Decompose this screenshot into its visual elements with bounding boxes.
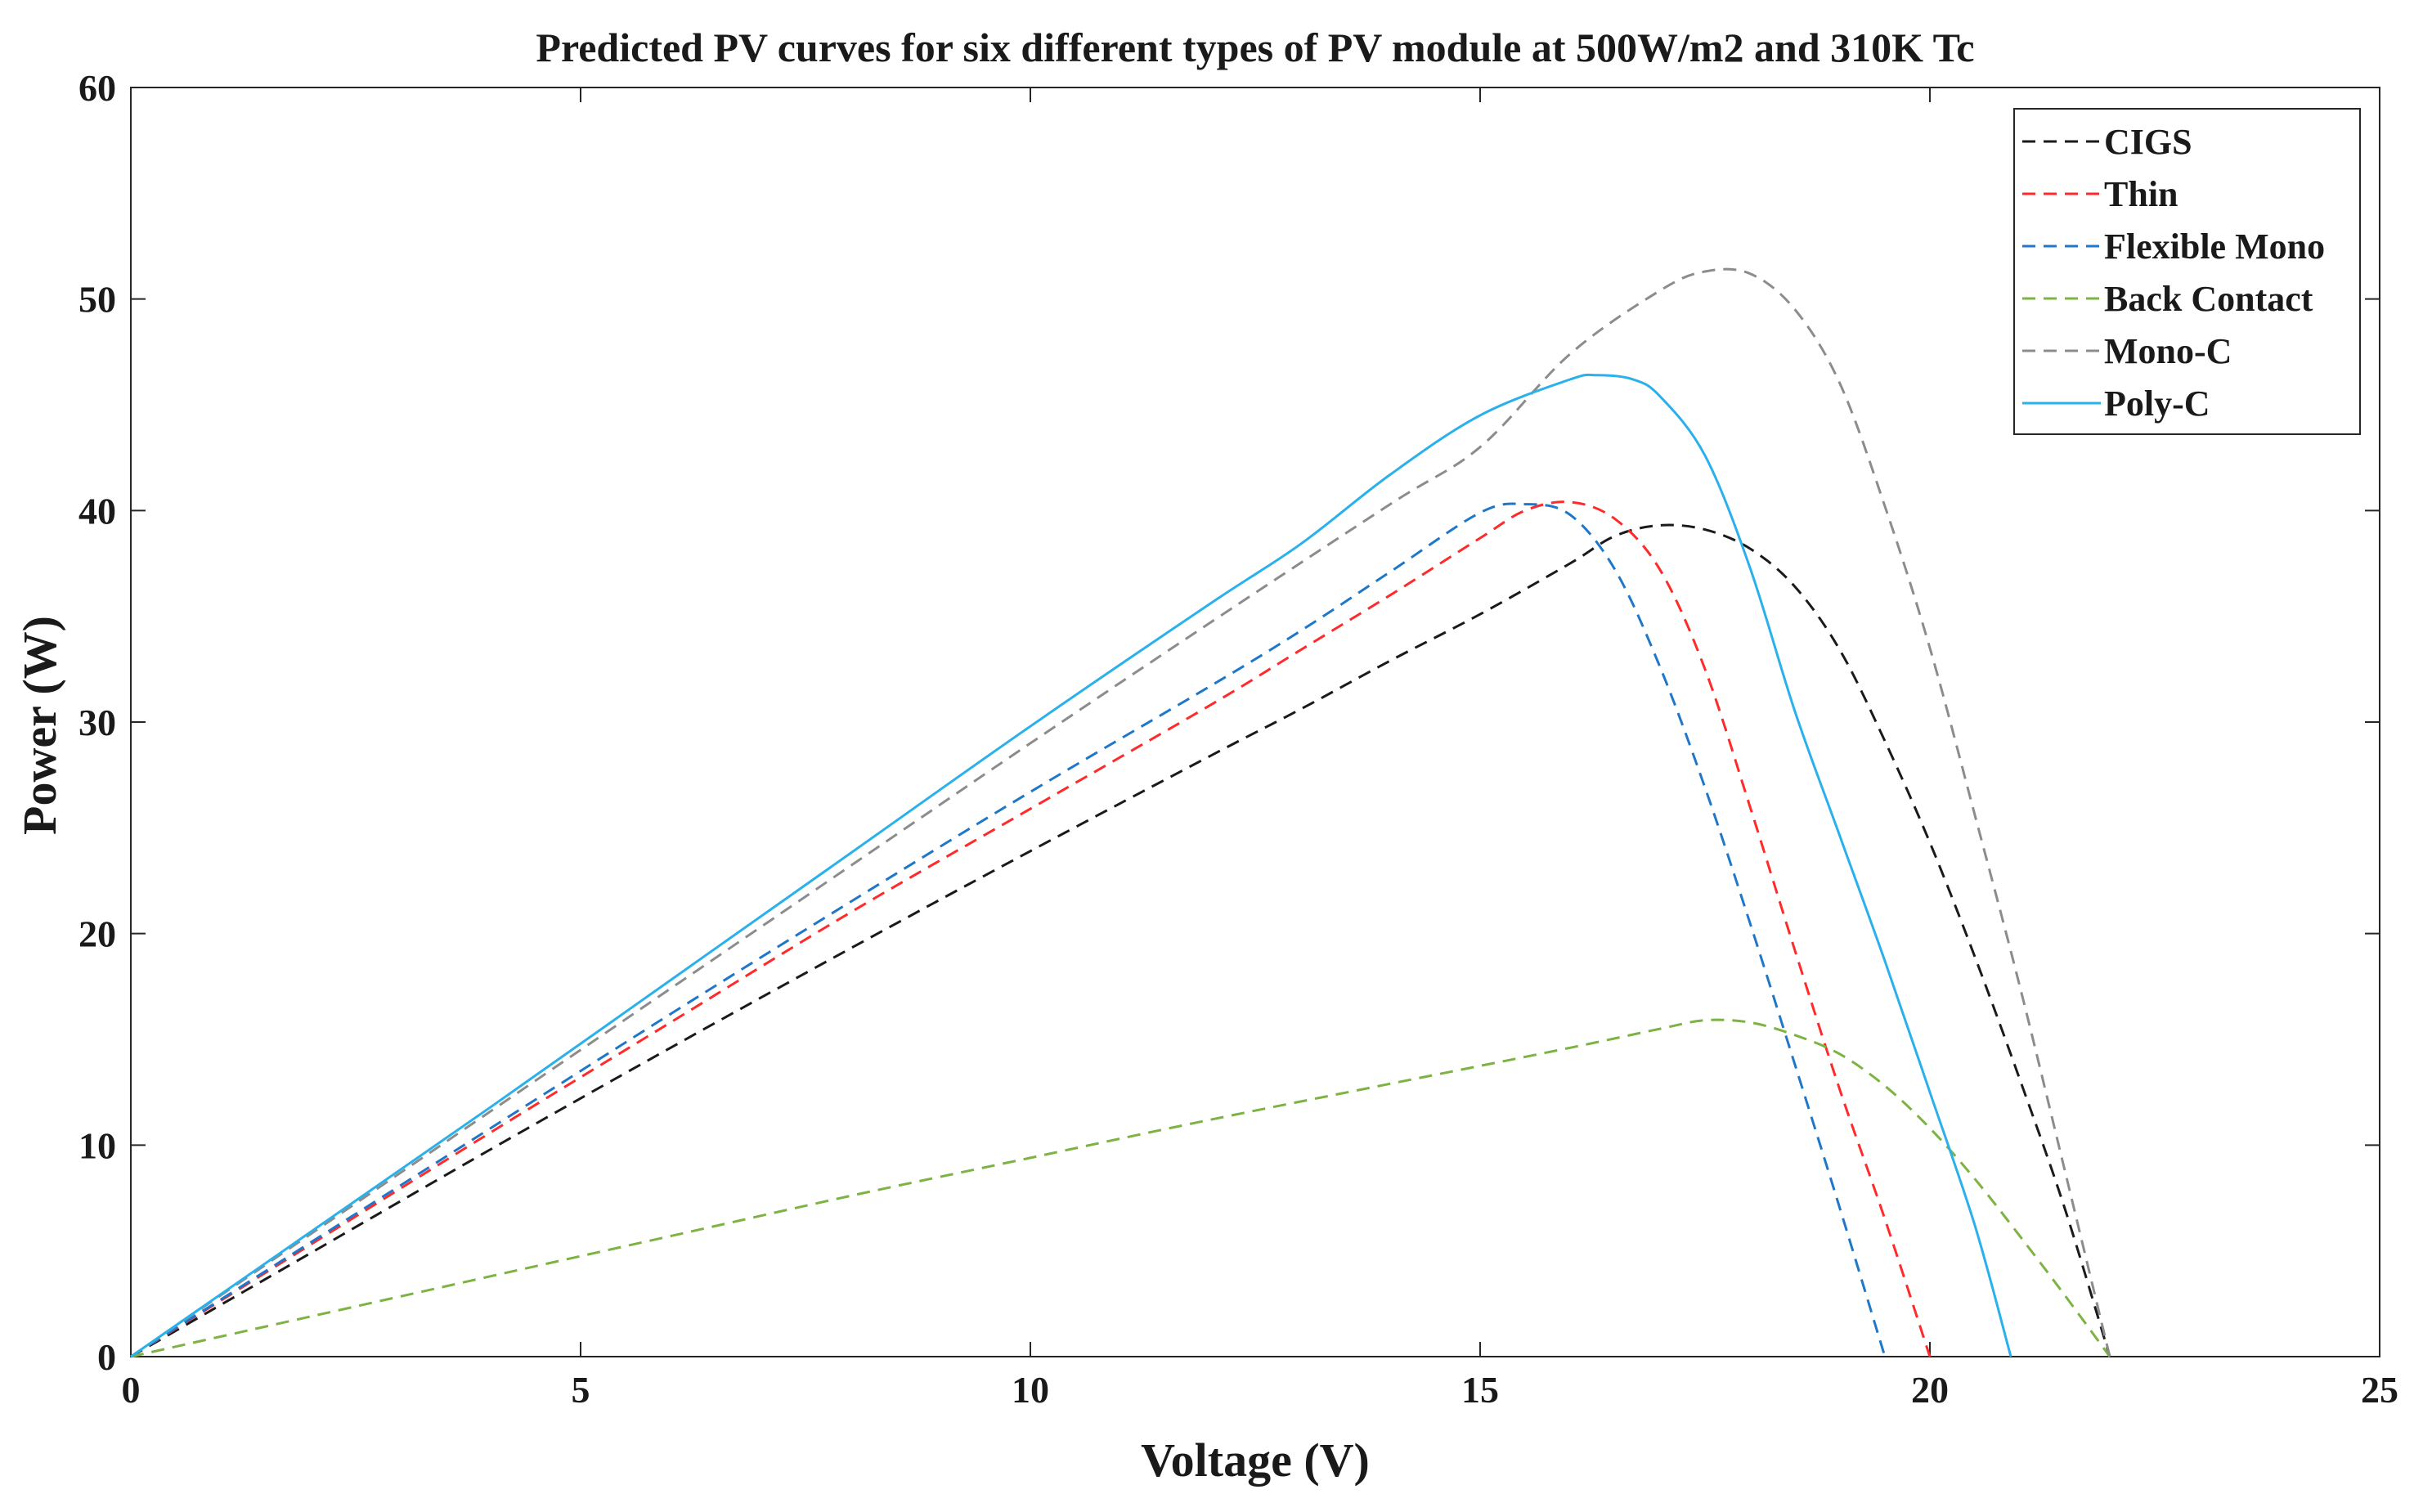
y-tick-label: 20 — [79, 913, 116, 955]
x-tick-label: 0 — [122, 1369, 141, 1411]
series-line-flexible-mono — [130, 502, 1887, 1358]
y-tick-label: 60 — [79, 67, 116, 109]
legend-label-thin: Thin — [2104, 174, 2178, 214]
x-tick-label: 10 — [1012, 1369, 1049, 1411]
legend-label-poly-c: Poly-C — [2104, 384, 2210, 424]
x-tick-label: 15 — [1461, 1369, 1499, 1411]
chart-title: Predicted PV curves for six different ty… — [536, 25, 1974, 70]
y-tick-label: 10 — [79, 1124, 116, 1166]
x-tick-label: 25 — [2361, 1369, 2398, 1411]
x-axis-label: Voltage (V) — [1141, 1433, 1370, 1487]
series-line-back-contact — [130, 1018, 2111, 1358]
legend-box — [2013, 108, 2361, 435]
y-tick-label: 50 — [79, 279, 116, 321]
y-axis-label: Power (W) — [13, 616, 66, 835]
series-line-poly-c — [130, 373, 2012, 1358]
y-tick-label: 40 — [79, 490, 116, 532]
series-line-mono-c — [130, 267, 2111, 1358]
legend-label-flexible-mono: Flexible Mono — [2104, 227, 2325, 267]
y-tick-label: 30 — [79, 702, 116, 743]
legend-label-mono-c: Mono-C — [2104, 331, 2232, 371]
series-line-thin — [130, 500, 1932, 1358]
legend-label-back-contact: Back Contact — [2104, 279, 2313, 319]
legend: CIGS Thin Flexible Mono Back Contact Mono-C P… — [2013, 108, 2361, 435]
y-tick-label: 0 — [97, 1336, 116, 1378]
plot-area: 0 5 10 15 20 25 0 10 20 30 40 50 60 — [79, 67, 2398, 1411]
x-tick-label: 5 — [572, 1369, 590, 1411]
legend-label-cigs: CIGS — [2104, 122, 2192, 162]
series-line-cigs — [130, 523, 2111, 1358]
x-tick-label: 20 — [1911, 1369, 1949, 1411]
